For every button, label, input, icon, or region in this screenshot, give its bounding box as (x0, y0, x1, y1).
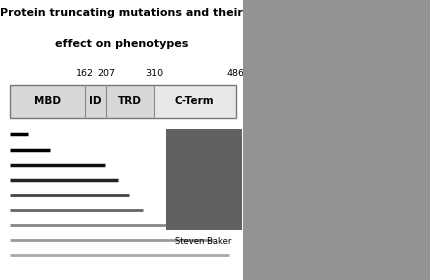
Bar (10, 85, 236, 118)
Bar (10, 85, 85, 118)
Text: 162: 162 (76, 69, 94, 78)
Bar (154, 85, 236, 118)
Bar (85, 85, 106, 118)
Text: Protein truncating mutations and their: Protein truncating mutations and their (0, 8, 243, 18)
Bar (106, 85, 154, 118)
Text: ID: ID (89, 97, 102, 106)
Text: C-Term: C-Term (175, 97, 215, 106)
Text: 486: 486 (227, 69, 245, 78)
Text: 207: 207 (97, 69, 115, 78)
Text: TRD: TRD (118, 97, 142, 106)
Text: 310: 310 (145, 69, 163, 78)
Text: MBD: MBD (34, 97, 61, 106)
Text: Steven Baker: Steven Baker (175, 237, 231, 246)
Text: effect on phenotypes: effect on phenotypes (55, 39, 188, 49)
